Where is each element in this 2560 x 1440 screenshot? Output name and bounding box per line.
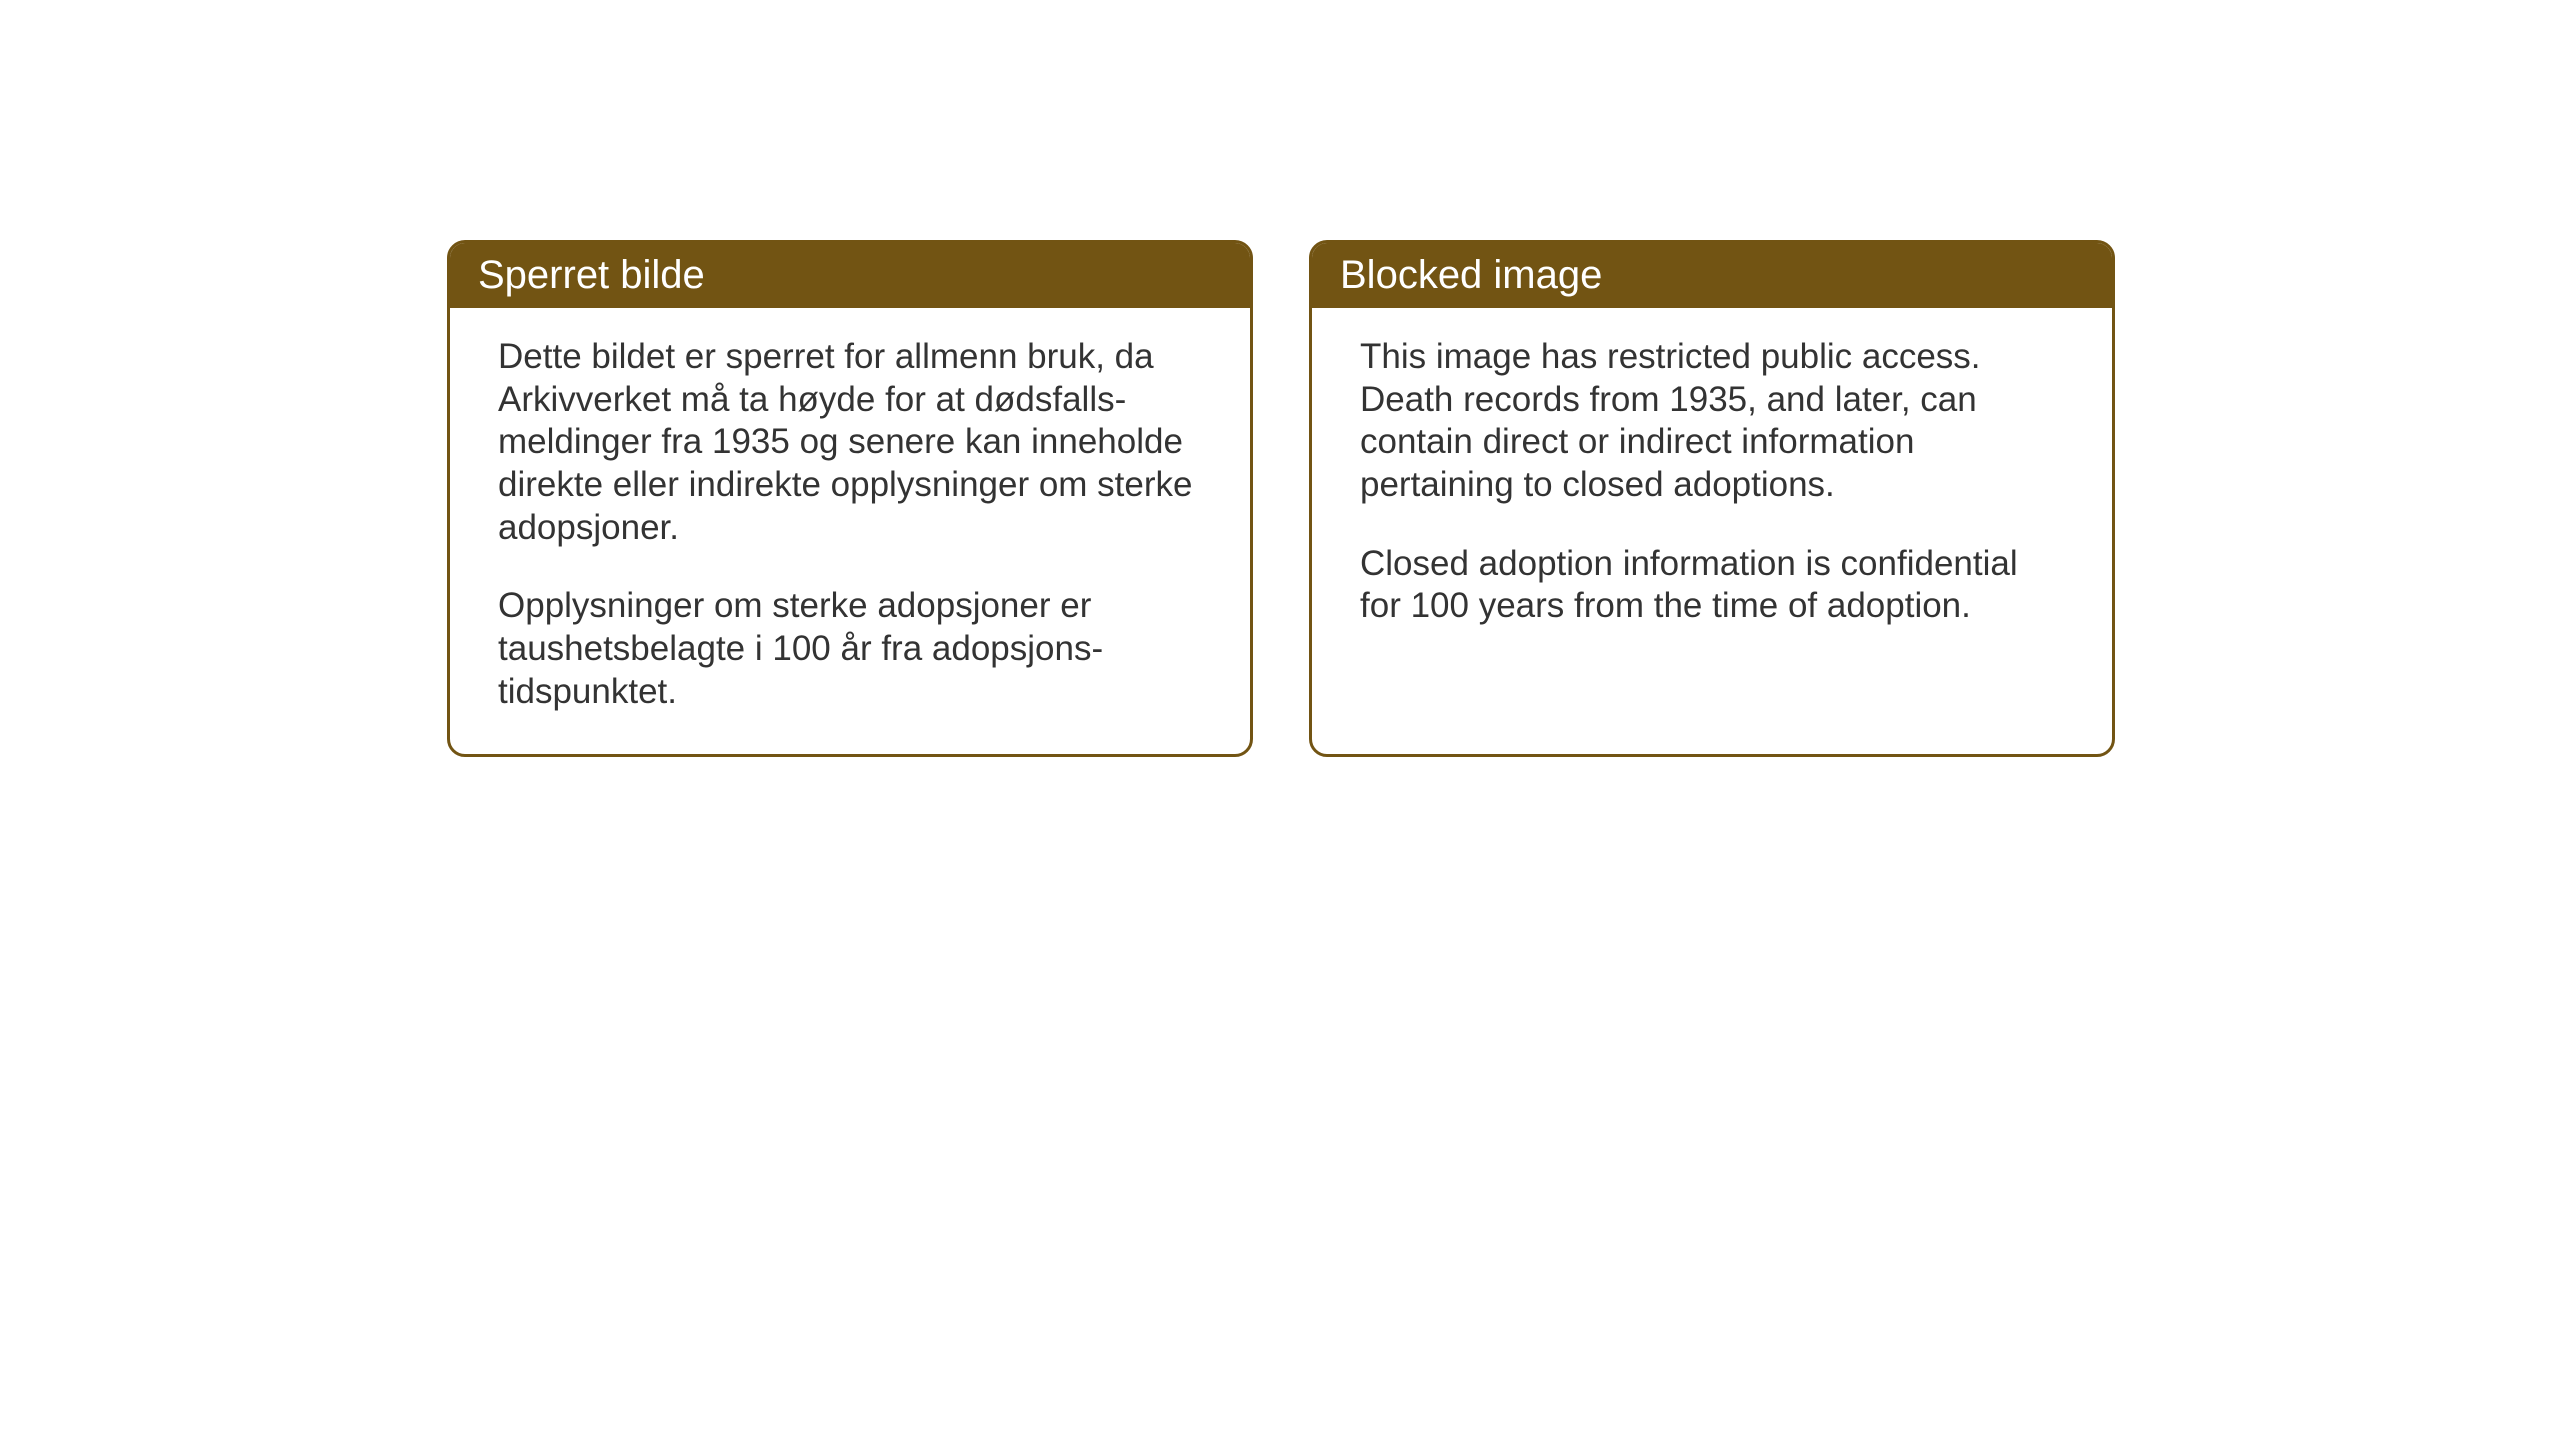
english-notice-card: Blocked image This image has restricted … [1309, 240, 2115, 757]
norwegian-card-body: Dette bildet er sperret for allmenn bruk… [450, 308, 1250, 754]
english-paragraph-2: Closed adoption information is confident… [1360, 543, 2064, 628]
notice-cards-container: Sperret bilde Dette bildet er sperret fo… [447, 240, 2115, 757]
english-paragraph-1: This image has restricted public access.… [1360, 336, 2064, 507]
norwegian-paragraph-1: Dette bildet er sperret for allmenn bruk… [498, 336, 1202, 549]
norwegian-card-title: Sperret bilde [450, 243, 1250, 308]
english-card-title: Blocked image [1312, 243, 2112, 308]
norwegian-notice-card: Sperret bilde Dette bildet er sperret fo… [447, 240, 1253, 757]
norwegian-paragraph-2: Opplysninger om sterke adopsjoner er tau… [498, 585, 1202, 713]
english-card-body: This image has restricted public access.… [1312, 308, 2112, 696]
